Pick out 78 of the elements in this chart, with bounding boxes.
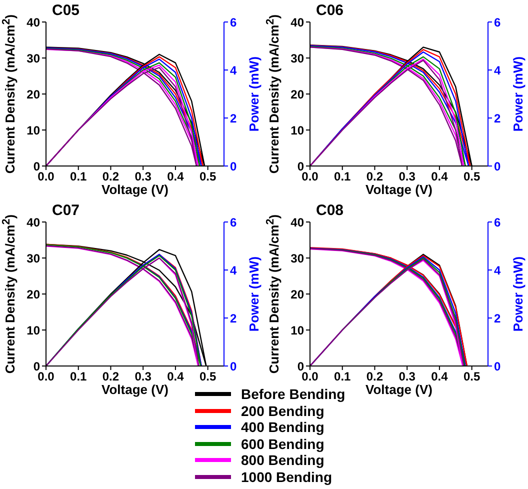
x-axis-title: Voltage (V) bbox=[366, 382, 432, 397]
x-tick-label: 0.3 bbox=[398, 170, 416, 184]
legend-label: Before Bending bbox=[241, 386, 346, 402]
y2-tick-label: 2 bbox=[494, 311, 501, 326]
x-tick-label: 0.5 bbox=[199, 170, 216, 184]
x-tick-label: 0.1 bbox=[70, 170, 88, 184]
x-tick-label: 0.2 bbox=[102, 170, 120, 184]
chart-title: C07 bbox=[52, 202, 80, 219]
y-tick-label: 10 bbox=[290, 323, 304, 338]
y2-tick-label: 6 bbox=[230, 215, 237, 230]
legend-label: 800 Bending bbox=[241, 452, 324, 468]
y-tick-label: 40 bbox=[26, 215, 40, 230]
y2-axis-title: Power (mW) bbox=[246, 56, 262, 132]
y2-tick-label: 0 bbox=[494, 159, 501, 174]
x-tick-label: 0.3 bbox=[134, 370, 152, 384]
x-tick-label: 0.5 bbox=[463, 370, 480, 384]
y2-axis-title: Power (mW) bbox=[510, 56, 526, 132]
x-tick-label: 0.3 bbox=[134, 170, 152, 184]
x-tick-label: 0.0 bbox=[38, 370, 55, 384]
y2-tick-label: 6 bbox=[230, 15, 237, 30]
x-tick-label: 0.4 bbox=[431, 370, 448, 384]
y-tick-label: 30 bbox=[290, 51, 304, 66]
y-tick-label: 0 bbox=[33, 159, 40, 174]
x-tick-label: 0.5 bbox=[463, 170, 480, 184]
legend-label: 1000 Bending bbox=[241, 468, 332, 485]
x-tick-label: 0.4 bbox=[431, 170, 448, 184]
x-tick-label: 0.2 bbox=[102, 370, 120, 384]
y2-tick-label: 2 bbox=[494, 111, 501, 126]
y2-axis-title: Power (mW) bbox=[246, 256, 262, 332]
x-tick-label: 0.0 bbox=[302, 370, 319, 384]
x-tick-label: 0.0 bbox=[302, 170, 319, 184]
y-tick-label: 40 bbox=[26, 15, 40, 30]
y2-tick-label: 4 bbox=[230, 63, 237, 78]
y2-tick-label: 6 bbox=[494, 215, 501, 230]
legend-label: 200 Bending bbox=[241, 402, 324, 419]
x-axis-title: Voltage (V) bbox=[102, 182, 168, 197]
x-tick-label: 0.5 bbox=[199, 370, 216, 384]
x-tick-label: 0.1 bbox=[334, 370, 352, 384]
y2-tick-label: 4 bbox=[494, 63, 501, 78]
y2-tick-label: 6 bbox=[494, 15, 501, 30]
y-tick-label: 40 bbox=[290, 215, 304, 230]
y-tick-label: 10 bbox=[290, 123, 304, 138]
y2-tick-label: 2 bbox=[230, 111, 237, 126]
x-tick-label: 0.2 bbox=[366, 370, 384, 384]
chart-title: C05 bbox=[52, 2, 80, 19]
x-tick-label: 0.0 bbox=[38, 170, 55, 184]
y-tick-label: 0 bbox=[297, 159, 304, 174]
x-tick-label: 0.3 bbox=[398, 370, 416, 384]
y2-tick-label: 0 bbox=[494, 359, 501, 374]
x-axis-title: Voltage (V) bbox=[366, 182, 432, 197]
x-tick-label: 0.1 bbox=[334, 170, 352, 184]
chart-title: C06 bbox=[316, 2, 344, 19]
y2-tick-label: 4 bbox=[230, 263, 237, 278]
y-tick-label: 20 bbox=[26, 287, 40, 302]
y-tick-label: 0 bbox=[297, 359, 304, 374]
x-tick-label: 0.1 bbox=[70, 370, 88, 384]
y-tick-label: 10 bbox=[26, 323, 40, 338]
x-tick-label: 0.2 bbox=[366, 170, 384, 184]
chart-title: C08 bbox=[316, 202, 344, 219]
y-tick-label: 40 bbox=[290, 15, 304, 30]
y-tick-label: 30 bbox=[290, 251, 304, 266]
y-tick-label: 10 bbox=[26, 123, 40, 138]
y-tick-label: 20 bbox=[26, 87, 40, 102]
y-tick-label: 20 bbox=[290, 87, 304, 102]
y-tick-label: 20 bbox=[290, 287, 304, 302]
y-tick-label: 30 bbox=[26, 251, 40, 266]
x-axis-title: Voltage (V) bbox=[102, 382, 168, 397]
x-tick-label: 0.4 bbox=[167, 370, 184, 384]
legend-label: 400 Bending bbox=[241, 419, 324, 436]
y-tick-label: 30 bbox=[26, 51, 40, 66]
y-tick-label: 0 bbox=[33, 359, 40, 374]
x-tick-label: 0.4 bbox=[167, 170, 184, 184]
y2-axis-title: Power (mW) bbox=[510, 256, 526, 332]
legend-label: 600 Bending bbox=[241, 436, 324, 452]
y2-tick-label: 4 bbox=[494, 263, 501, 278]
y2-tick-label: 0 bbox=[230, 359, 237, 374]
y2-tick-label: 2 bbox=[230, 311, 237, 326]
y2-tick-label: 0 bbox=[230, 159, 237, 174]
